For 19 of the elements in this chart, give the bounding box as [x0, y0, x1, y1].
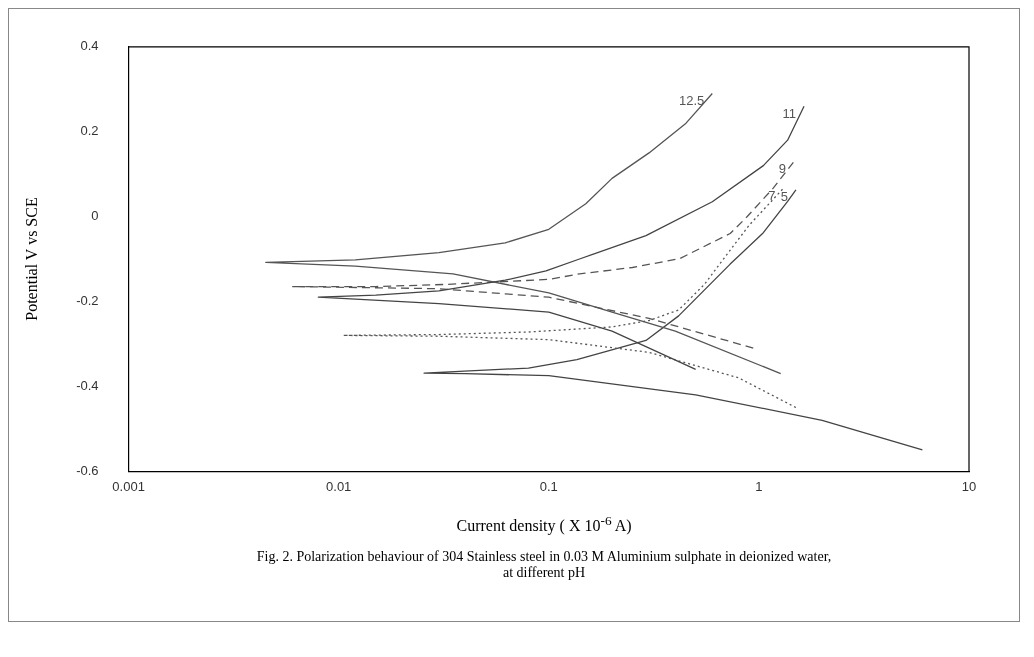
series-label: 11: [782, 105, 797, 121]
x-axis-title: Current density ( X 10$^{-6}$ A): [455, 513, 633, 536]
series-label: 5: [780, 189, 788, 205]
y-tick-label: 0.2: [80, 123, 99, 139]
x-tick-label: 10: [961, 478, 977, 494]
y-tick-label: 0: [91, 208, 99, 224]
series-label: 9: [778, 160, 787, 176]
series-label: 12.5: [678, 93, 705, 109]
series-label: 7: [768, 187, 776, 203]
x-tick-label: 1: [755, 478, 763, 494]
y-tick-label: -0.4: [76, 377, 99, 393]
y-tick-label: 0.4: [80, 38, 99, 54]
x-tick-label: 0.1: [539, 478, 558, 494]
y-tick-label: -0.6: [76, 462, 99, 478]
y-axis-title: Potential V vs SCE: [22, 197, 40, 321]
x-tick-label: 0.001: [112, 478, 145, 494]
caption: Fig. 2. Polarization behaviour of 304 Stainless steel in 0.03 M Aluminium sulphate in deionized water, at different pH: [255, 549, 833, 582]
y-tick-label: -0.2: [76, 293, 99, 309]
x-tick-label: 0.01: [326, 478, 352, 494]
